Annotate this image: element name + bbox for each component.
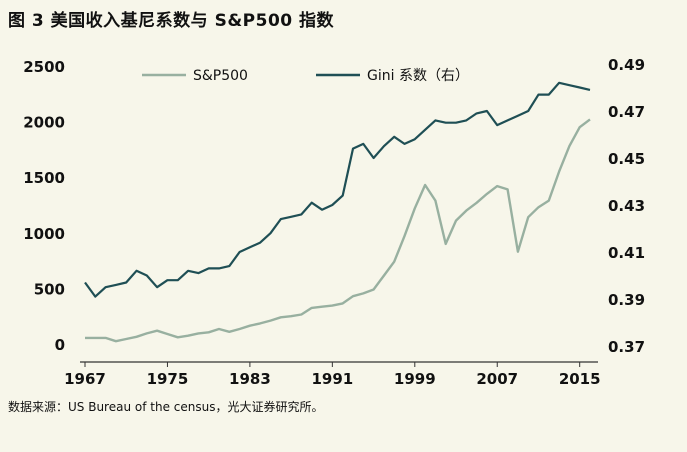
x-tick-label: 2015 [559,370,601,388]
left-tick-label: 500 [34,280,65,298]
right-tick-label: 0.45 [608,150,645,168]
left-axis-ticks: 2500 2000 1500 1000 500 0 [23,58,65,354]
gini-line [84,81,591,298]
series-layer [84,81,591,343]
right-tick-label: 0.37 [608,338,645,356]
right-tick-label: 0.41 [608,244,645,262]
x-tick-label: 1999 [394,370,436,388]
legend-label-gini: Gini 系数（右） [367,68,469,84]
left-tick-label: 2000 [23,114,65,132]
x-tick-label: 1991 [311,370,353,388]
right-tick-label: 0.39 [608,291,645,309]
legend-label-sp500: S&P500 [193,68,248,84]
right-tick-label: 0.47 [608,103,645,121]
right-axis-ticks: 0.49 0.47 0.45 0.43 0.41 0.39 0.37 [608,56,645,356]
left-tick-label: 1000 [23,225,65,243]
x-tick-label: 2007 [476,370,518,388]
chart-title: 图 3 美国收入基尼系数与 S&P500 指数 [8,11,335,31]
right-tick-label: 0.43 [608,197,645,215]
sp500-line [85,118,591,343]
legend: S&P500 Gini 系数（右） [142,68,469,84]
left-tick-label: 1500 [23,169,65,187]
x-axis-ticks: 1967 1975 1983 1991 1999 2007 2015 [64,362,601,388]
x-tick-label: 1967 [64,370,106,388]
x-tick-label: 1975 [147,370,189,388]
right-tick-label: 0.49 [608,56,645,74]
left-tick-label: 0 [55,336,65,354]
left-tick-label: 2500 [23,58,65,76]
source-note: 数据来源：US Bureau of the census，光大证券研究所。 [8,400,324,414]
x-tick-label: 1983 [229,370,271,388]
